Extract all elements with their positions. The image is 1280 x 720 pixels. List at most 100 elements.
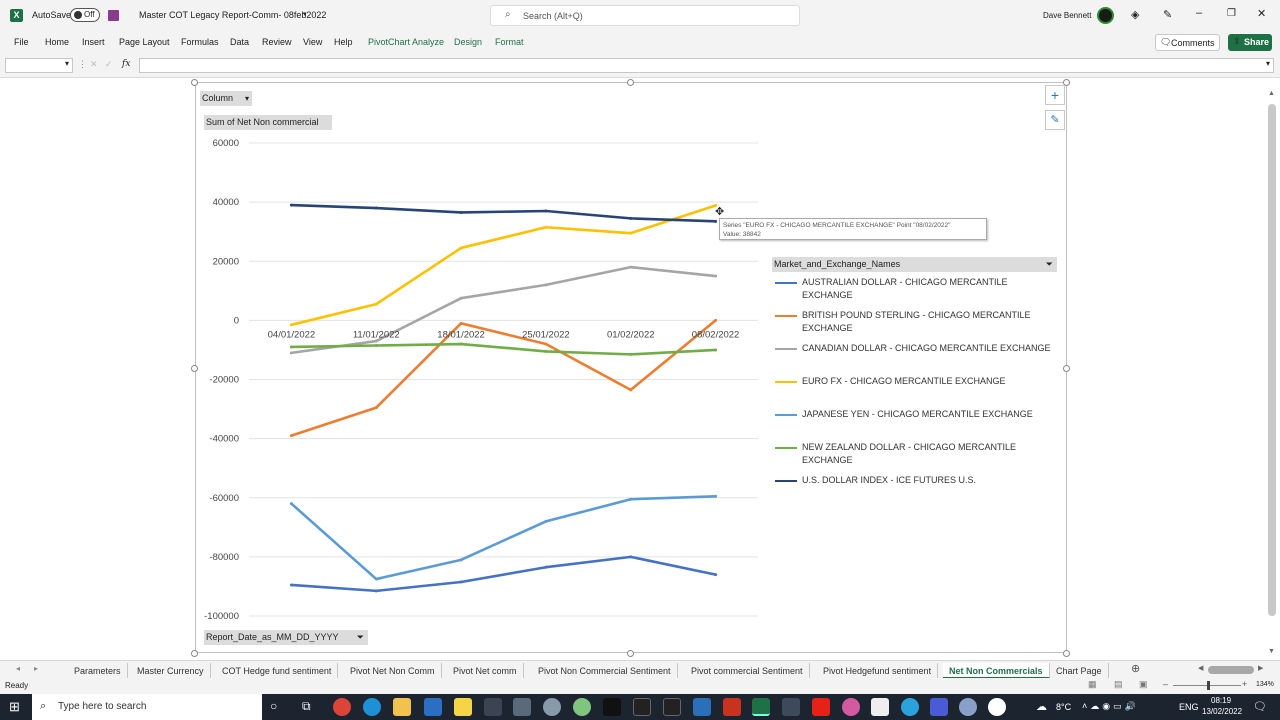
tab-design[interactable]: Design (454, 37, 483, 47)
trading-app-icon[interactable] (633, 698, 651, 716)
data-point[interactable] (544, 209, 548, 213)
data-point[interactable] (544, 519, 548, 523)
clock-date[interactable]: 13/02/2022 (1202, 707, 1243, 716)
data-point[interactable] (714, 274, 718, 278)
data-point[interactable] (714, 219, 718, 223)
sheet-tab[interactable]: Pivot Non Commercial Sentiment (532, 663, 678, 679)
scroll-down-icon[interactable]: ▼ (1268, 648, 1275, 655)
tab-file[interactable]: File (14, 37, 29, 47)
tab-format[interactable]: Format (495, 37, 524, 47)
app-icon[interactable] (930, 698, 948, 716)
enter-icon[interactable]: ✓ (105, 59, 113, 69)
excel-taskbar-icon[interactable] (752, 698, 770, 716)
series-line[interactable] (291, 319, 717, 437)
series-line[interactable] (291, 265, 716, 355)
name-box[interactable]: ▾ (5, 58, 73, 73)
autosave-toggle[interactable]: Off (70, 8, 100, 22)
data-point[interactable] (629, 352, 633, 356)
search-box[interactable]: ⌕ Search (Alt+Q) (490, 5, 800, 26)
data-point[interactable] (629, 497, 633, 501)
mail-icon[interactable] (424, 698, 442, 716)
tab-page-layout[interactable]: Page Layout (119, 37, 170, 47)
tab-home[interactable]: Home (45, 37, 70, 47)
data-point[interactable] (544, 225, 548, 229)
zoom-out-icon[interactable]: – (1163, 679, 1169, 689)
data-point[interactable] (374, 344, 378, 348)
data-point[interactable] (374, 577, 378, 581)
line-chart[interactable]: 60000 40000 20000 0 -20000 -40000 -60000 -80000… (196, 83, 1066, 653)
temperature[interactable]: 8°C (1056, 702, 1072, 712)
data-point[interactable] (629, 216, 633, 220)
app-icon[interactable] (988, 698, 1006, 716)
axis-field-button[interactable]: Report_Date_as_MM_DD_YYYY ⏷ (204, 630, 368, 645)
data-point[interactable] (459, 342, 463, 346)
trading-app-icon[interactable] (663, 698, 681, 716)
series-line[interactable] (291, 342, 716, 356)
data-point[interactable] (374, 406, 378, 410)
data-point[interactable] (714, 204, 718, 208)
sheet-tab[interactable]: Pivot commercial Sentiment (685, 663, 810, 679)
weather-icon[interactable]: ☁ (1036, 701, 1047, 713)
zoom-level[interactable]: 134% (1256, 681, 1274, 688)
windows-start-icon[interactable]: ⊞ (9, 699, 20, 714)
taskbar-search-box[interactable]: ⌕ Type here to search (32, 694, 262, 720)
data-point[interactable] (289, 323, 293, 327)
edge-icon[interactable] (363, 698, 381, 716)
zoom-thumb[interactable] (1207, 681, 1210, 690)
tab-help[interactable]: Help (334, 37, 353, 47)
resize-handle[interactable] (627, 79, 634, 86)
tab-review[interactable]: Review (262, 37, 292, 47)
data-point[interactable] (459, 580, 463, 584)
data-point[interactable] (374, 302, 378, 306)
fx-icon[interactable]: fx (122, 59, 131, 69)
resize-handle[interactable] (191, 79, 198, 86)
data-point[interactable] (374, 339, 378, 343)
task-view-icon[interactable]: ⧉ (302, 699, 311, 713)
data-point[interactable] (544, 349, 548, 353)
data-point[interactable] (459, 246, 463, 250)
data-point[interactable] (629, 388, 633, 392)
diamond-icon[interactable]: ◈ (1131, 9, 1140, 21)
data-point[interactable] (374, 206, 378, 210)
tray-icons[interactable]: ˄☁◉▭🔊 (1082, 701, 1139, 711)
sheet-tab-active[interactable]: Net Non Commercials (943, 663, 1050, 679)
chrome-icon[interactable] (333, 698, 351, 716)
tab-pivotchart-analyze[interactable]: PivotChart Analyze (368, 37, 445, 47)
language[interactable]: ENG (1179, 702, 1199, 712)
resize-handle[interactable] (191, 365, 198, 372)
data-point[interactable] (459, 210, 463, 214)
notifications-icon[interactable]: 🗨 (1253, 701, 1267, 713)
resize-handle[interactable] (1063, 79, 1070, 86)
chart-styles-button[interactable]: ✎ (1045, 110, 1065, 130)
add-sheet-icon[interactable]: ⊕ (1131, 663, 1141, 675)
cortana-icon[interactable]: ○ (270, 699, 278, 713)
sheet-tab[interactable]: Pivot Hedgefund sentiment (817, 663, 939, 679)
page-break-view-icon[interactable]: ▣ (1139, 679, 1148, 689)
series-line[interactable] (290, 494, 716, 581)
zoom-in-icon[interactable]: + (1242, 679, 1248, 689)
data-point[interactable] (544, 283, 548, 287)
series-line[interactable] (291, 555, 716, 593)
data-point[interactable] (374, 589, 378, 593)
data-point[interactable] (289, 502, 293, 506)
cancel-icon[interactable]: ✕ (90, 59, 98, 69)
data-point[interactable] (289, 351, 293, 355)
vertical-scrollbar[interactable] (1268, 104, 1276, 616)
prev-sheet-icon[interactable]: ◂ (16, 664, 21, 673)
data-point[interactable] (459, 321, 463, 325)
data-point[interactable] (714, 573, 718, 577)
save-icon[interactable] (108, 10, 119, 21)
user-name[interactable]: Dave Bennett (1043, 11, 1092, 20)
data-point[interactable] (459, 296, 463, 300)
data-point[interactable] (629, 555, 633, 559)
clock-time[interactable]: 08:19 (1211, 696, 1232, 705)
sheet-tab[interactable]: Chart Page (1050, 663, 1109, 679)
file-explorer-icon[interactable] (393, 698, 411, 716)
resize-handle[interactable] (1063, 365, 1070, 372)
document-title[interactable]: Master COT Legacy Report-Comm- 08feb2022 (139, 10, 327, 20)
pdf-icon[interactable] (723, 698, 741, 716)
legend-field-button[interactable]: Market_and_Exchange_Names ⏷ (772, 257, 1057, 272)
tab-insert[interactable]: Insert (82, 37, 105, 47)
data-point[interactable] (714, 494, 718, 498)
sticky-notes-icon[interactable] (454, 698, 472, 716)
